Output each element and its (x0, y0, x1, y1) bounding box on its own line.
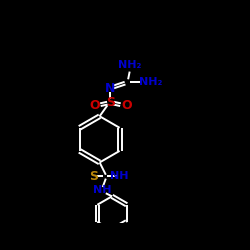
Text: S: S (106, 96, 115, 109)
Text: S: S (89, 170, 98, 183)
Text: NH: NH (94, 185, 112, 195)
Text: NH₂: NH₂ (118, 60, 141, 70)
Text: O: O (89, 99, 100, 112)
Text: NH: NH (110, 171, 129, 181)
Text: O: O (121, 99, 132, 112)
Text: NH₂: NH₂ (139, 77, 162, 87)
Text: N: N (105, 82, 116, 95)
